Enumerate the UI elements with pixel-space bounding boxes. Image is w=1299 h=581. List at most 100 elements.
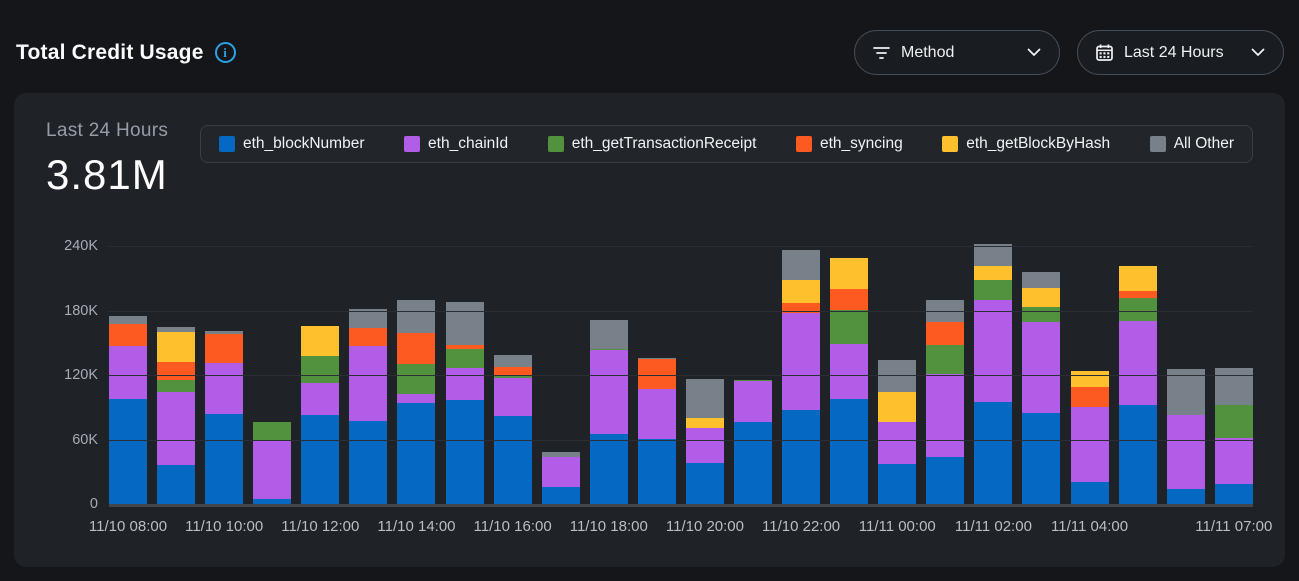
bar-segment[interactable] [157, 380, 196, 392]
bar-segment[interactable] [301, 414, 340, 504]
bar-segment[interactable] [734, 380, 773, 382]
bar-column[interactable] [349, 246, 388, 504]
bar-segment[interactable] [1118, 265, 1157, 291]
bar-column[interactable]: 11/10 10:00 [185, 246, 263, 535]
bar-segment[interactable] [830, 344, 869, 399]
bar-segment[interactable] [445, 345, 484, 349]
bar-segment[interactable] [253, 498, 292, 504]
bar-segment[interactable] [445, 399, 484, 504]
legend-item[interactable]: eth_getTransactionReceipt [547, 135, 756, 153]
bar-column[interactable]: 11/11 04:00 [1051, 246, 1128, 535]
bar-segment[interactable] [301, 356, 340, 384]
bar-segment[interactable] [109, 346, 147, 399]
bar-segment[interactable] [349, 309, 388, 328]
bar-segment[interactable] [253, 439, 292, 499]
bar-segment[interactable] [157, 361, 196, 381]
bar-segment[interactable] [782, 280, 821, 303]
bar-segment[interactable] [1214, 405, 1253, 438]
bar-segment[interactable] [397, 394, 436, 403]
bar-segment[interactable] [830, 258, 869, 289]
bar-segment[interactable] [205, 413, 244, 504]
bar-segment[interactable] [445, 348, 484, 369]
bar-segment[interactable] [878, 392, 917, 423]
bar-segment[interactable] [1022, 287, 1061, 308]
bar-column[interactable]: 11/10 16:00 [474, 246, 552, 535]
bar-segment[interactable] [157, 332, 196, 362]
bar-segment[interactable] [830, 398, 869, 504]
bar-segment[interactable] [493, 374, 532, 378]
bar-segment[interactable] [301, 325, 340, 357]
bar-segment[interactable] [878, 463, 917, 504]
bar-segment[interactable] [541, 457, 580, 487]
bar-segment[interactable] [253, 422, 292, 440]
bar-segment[interactable] [397, 299, 436, 334]
bar-segment[interactable] [157, 326, 196, 333]
bar-segment[interactable] [1166, 369, 1205, 415]
bar-segment[interactable] [734, 422, 773, 504]
bar-segment[interactable] [734, 381, 773, 423]
bar-segment[interactable] [926, 322, 965, 346]
bar-segment[interactable] [685, 427, 724, 463]
bar-segment[interactable] [157, 464, 196, 504]
bar-segment[interactable] [926, 373, 965, 458]
bar-column[interactable]: 11/10 08:00 [89, 246, 167, 535]
bar-column[interactable] [253, 246, 292, 504]
bar-segment[interactable] [1022, 272, 1061, 288]
bar-segment[interactable] [397, 363, 436, 395]
bar-segment[interactable] [878, 422, 917, 464]
bar-column[interactable] [1118, 246, 1157, 504]
bar-segment[interactable] [205, 362, 244, 414]
legend-item[interactable]: eth_syncing [795, 135, 903, 153]
bar-segment[interactable] [782, 410, 821, 504]
legend-item[interactable]: eth_chainId [404, 135, 508, 153]
bar-segment[interactable] [1118, 405, 1157, 504]
bar-segment[interactable] [397, 333, 436, 364]
time-range-dropdown[interactable]: Last 24 Hours [1077, 30, 1284, 75]
legend-item[interactable]: eth_blockNumber [219, 135, 364, 153]
bar-segment[interactable] [1070, 407, 1109, 483]
bar-column[interactable]: 11/10 14:00 [377, 246, 456, 535]
bar-segment[interactable] [926, 457, 965, 504]
bar-segment[interactable] [541, 486, 580, 504]
bar-column[interactable] [541, 246, 580, 504]
bar-segment[interactable] [1214, 368, 1253, 406]
bar-segment[interactable] [157, 392, 196, 465]
bar-segment[interactable] [109, 315, 147, 324]
bar-segment[interactable] [1070, 371, 1109, 387]
bar-column[interactable]: 11/10 12:00 [281, 246, 359, 535]
bar-segment[interactable] [589, 348, 628, 350]
bar-segment[interactable] [589, 349, 628, 435]
bar-segment[interactable] [589, 320, 628, 349]
bar-segment[interactable] [685, 462, 724, 504]
legend-item[interactable]: All Other [1149, 135, 1234, 153]
bar-segment[interactable] [397, 402, 436, 504]
bar-segment[interactable] [1118, 290, 1157, 299]
bar-segment[interactable] [637, 358, 676, 360]
legend-item[interactable]: eth_getBlockByHash [942, 135, 1110, 153]
bar-segment[interactable] [1166, 414, 1205, 489]
bar-segment[interactable] [782, 302, 821, 313]
bar-column[interactable] [830, 246, 869, 504]
bar-segment[interactable] [205, 334, 244, 363]
bar-column[interactable] [1166, 246, 1205, 504]
bar-segment[interactable] [493, 355, 532, 367]
bar-segment[interactable] [1214, 437, 1253, 485]
bar-segment[interactable] [878, 360, 917, 393]
bar-segment[interactable] [974, 244, 1013, 266]
bar-column[interactable] [734, 246, 773, 504]
bar-segment[interactable] [1070, 482, 1109, 504]
bar-segment[interactable] [637, 438, 676, 504]
bar-column[interactable] [926, 246, 965, 504]
bar-segment[interactable] [830, 288, 869, 311]
bar-segment[interactable] [685, 378, 724, 419]
bar-segment[interactable] [493, 377, 532, 416]
bar-segment[interactable] [493, 415, 532, 504]
bar-segment[interactable] [109, 398, 147, 504]
bar-segment[interactable] [349, 346, 388, 422]
bar-segment[interactable] [1022, 322, 1061, 413]
bar-segment[interactable] [301, 383, 340, 415]
bar-column[interactable]: 11/10 22:00 [762, 246, 840, 535]
bar-column[interactable] [445, 246, 484, 504]
bar-segment[interactable] [541, 451, 580, 458]
bar-segment[interactable] [685, 418, 724, 428]
